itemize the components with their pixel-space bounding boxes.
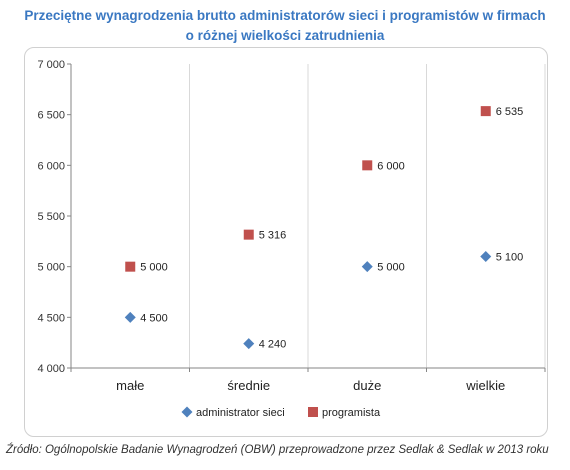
x-tick-label: małe bbox=[116, 378, 144, 393]
legend-label: programista bbox=[322, 407, 381, 419]
y-tick-label: 5 000 bbox=[37, 262, 65, 274]
source-note: Źródło: Ogólnopolskie Badanie Wynagrodze… bbox=[6, 444, 549, 456]
data-point bbox=[480, 106, 491, 117]
y-tick-label: 4 000 bbox=[37, 363, 65, 375]
chart-area: 4 000 4 500 5 000 5 500 6 000 6 500 7 000 małe ś… bbox=[24, 47, 548, 437]
data-point bbox=[480, 251, 492, 263]
scatter-plot: 4 000 4 500 5 000 5 500 6 000 6 500 7 000 małe ś… bbox=[37, 59, 546, 419]
chart-title-line-2: o różnej wielkości zatrudnienia bbox=[185, 28, 385, 43]
y-tick-label: 7 000 bbox=[37, 59, 65, 71]
y-tick-label: 4 500 bbox=[37, 312, 65, 324]
chart-title: Przeciętne wynagrodzenia brutto administ… bbox=[0, 6, 570, 46]
data-label: 4 240 bbox=[259, 339, 287, 351]
legend-label: administrator sieci bbox=[196, 407, 285, 419]
x-tick-label: duże bbox=[353, 378, 381, 393]
y-tick-label: 6 500 bbox=[37, 110, 65, 122]
data-label: 6 535 bbox=[496, 106, 524, 118]
legend-marker bbox=[308, 407, 318, 417]
data-point bbox=[125, 261, 136, 272]
data-label: 6 000 bbox=[377, 160, 405, 172]
x-tick-label: średnie bbox=[227, 378, 270, 393]
data-point bbox=[243, 229, 254, 240]
y-tick-label: 6 000 bbox=[37, 160, 65, 172]
legend-marker bbox=[181, 406, 193, 418]
data-label: 5 000 bbox=[377, 262, 405, 274]
data-label: 5 316 bbox=[259, 230, 287, 242]
x-tick-label: wielkie bbox=[465, 378, 505, 393]
data-label: 5 000 bbox=[140, 262, 168, 274]
data-point bbox=[362, 160, 373, 171]
data-point bbox=[361, 261, 373, 273]
data-label: 5 100 bbox=[496, 252, 524, 264]
data-label: 4 500 bbox=[140, 312, 168, 324]
y-tick-label: 5 500 bbox=[37, 211, 65, 223]
data-point bbox=[124, 311, 136, 323]
data-point bbox=[243, 338, 255, 350]
chart-title-line-1: Przeciętne wynagrodzenia brutto administ… bbox=[24, 8, 546, 23]
